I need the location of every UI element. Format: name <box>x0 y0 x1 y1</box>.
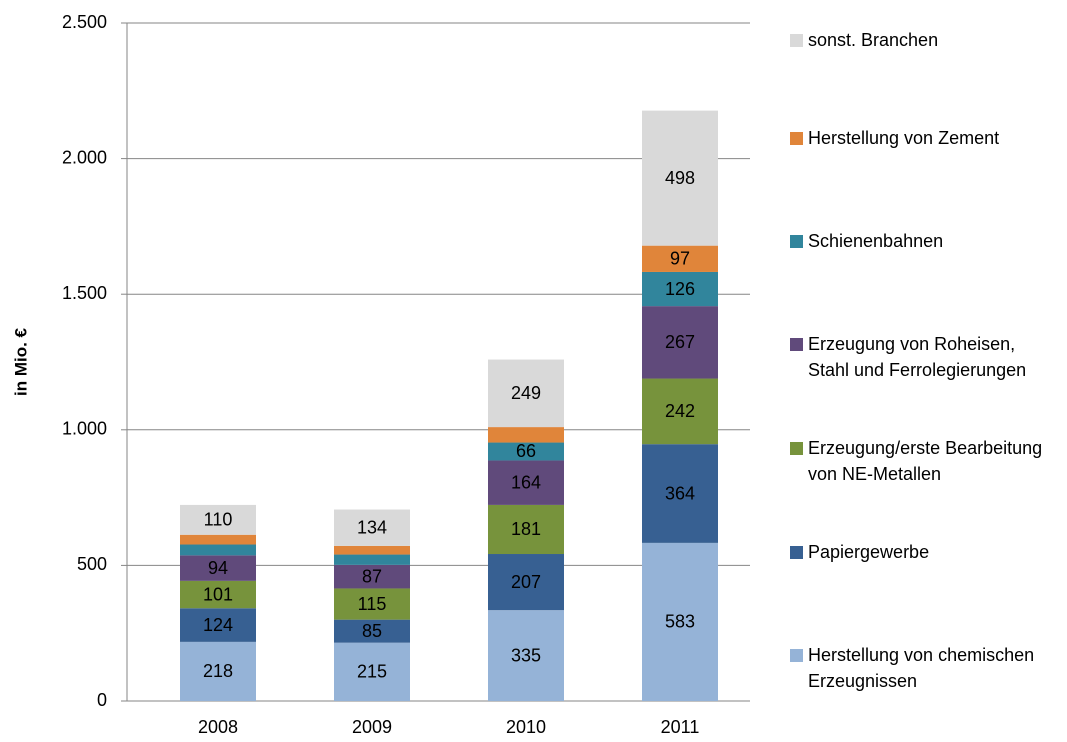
data-label: 335 <box>511 645 541 665</box>
data-label: 94 <box>208 558 228 578</box>
legend-entry: Erzeugung/erste Bearbeitung von NE-Metal… <box>790 435 1060 487</box>
legend-label: sonst. Branchen <box>808 30 939 50</box>
data-label: 583 <box>665 612 695 632</box>
data-label: 97 <box>670 249 690 269</box>
legend-label: Erzeugung von Roheisen, Stahl und Ferrol… <box>808 334 1027 380</box>
bar-segment <box>180 641 256 701</box>
legend-entry: Papiergewerbe <box>790 539 1060 565</box>
data-label: 218 <box>203 661 233 681</box>
data-label: 66 <box>516 441 536 461</box>
data-label: 207 <box>511 572 541 592</box>
data-label: 242 <box>665 401 695 421</box>
legend-swatch <box>790 338 803 351</box>
bar-segment <box>488 442 564 461</box>
y-axis-label: in Mio. € <box>11 327 30 396</box>
bar-segment <box>488 427 564 443</box>
legend-label: Papiergewerbe <box>808 542 930 562</box>
bar-segment <box>642 542 718 701</box>
legend-entry: Herstellung von Zement <box>790 125 1060 151</box>
bar-segment <box>488 359 564 428</box>
legend-label: Herstellung von Zement <box>808 128 1000 148</box>
bar-segment <box>488 554 564 611</box>
bar-segment <box>180 504 256 535</box>
bar-segment <box>488 460 564 505</box>
data-label: 110 <box>204 510 233 530</box>
bar-segment <box>334 545 410 555</box>
bar-segment <box>642 378 718 445</box>
data-label: 101 <box>203 584 233 604</box>
x-tick-label: 2010 <box>506 717 546 737</box>
bar-segment <box>180 580 256 609</box>
legend-label: Erzeugung/erste Bearbeitung von NE-Metal… <box>808 438 1043 484</box>
x-tick-label: 2011 <box>661 717 700 737</box>
legend-swatch <box>790 442 803 455</box>
legend-swatch <box>790 34 803 47</box>
data-label: 124 <box>203 615 233 635</box>
data-label: 215 <box>357 662 387 682</box>
legend-label: Schienenbahnen <box>808 231 944 251</box>
bar-segment <box>334 588 410 620</box>
data-label: 181 <box>511 519 541 539</box>
data-label: 85 <box>362 621 382 641</box>
legend-label: Herstellung von chemischen Erzeugnissen <box>808 645 1035 691</box>
x-tick-label: 2009 <box>352 717 392 737</box>
bar-segment <box>642 245 718 272</box>
bar-segment <box>488 504 564 555</box>
bar-segment <box>642 306 718 379</box>
data-label: 164 <box>511 472 541 492</box>
bar-segment <box>642 444 718 543</box>
y-tick-label: 2.500 <box>62 12 107 32</box>
bar-segment <box>488 610 564 701</box>
x-tick-label: 2008 <box>198 717 238 737</box>
legend-entry: Erzeugung von Roheisen, Stahl und Ferrol… <box>790 331 1060 383</box>
bar-segment <box>334 642 410 701</box>
bar-segment <box>334 509 410 546</box>
bar-segment <box>180 555 256 581</box>
y-tick-label: 0 <box>97 690 107 710</box>
bar-segment <box>642 271 718 307</box>
y-tick-label: 2.000 <box>62 147 107 167</box>
y-tick-label: 1.000 <box>62 419 107 439</box>
legend-entry: Herstellung von chemischen Erzeugnissen <box>790 642 1060 694</box>
legend-swatch <box>790 132 803 145</box>
bar-segment <box>642 110 718 246</box>
data-label: 134 <box>357 517 387 537</box>
bar-segment <box>334 554 410 565</box>
data-label: 498 <box>665 168 695 188</box>
bar-segment <box>334 619 410 643</box>
legend-entry: sonst. Branchen <box>790 27 1060 53</box>
data-label: 267 <box>665 332 695 352</box>
data-label: 249 <box>511 383 541 403</box>
legend-entry: Schienenbahnen <box>790 228 1060 254</box>
y-tick-label: 500 <box>77 554 107 574</box>
data-label: 126 <box>665 279 695 299</box>
legend-swatch <box>790 649 803 662</box>
bar-segment <box>180 534 256 545</box>
bar-segment <box>180 544 256 556</box>
data-label: 364 <box>665 483 695 503</box>
data-label: 87 <box>362 566 382 586</box>
bar-segment <box>180 608 256 642</box>
y-tick-label: 1.500 <box>62 283 107 303</box>
data-label: 115 <box>358 594 387 614</box>
legend-swatch <box>790 235 803 248</box>
legend-swatch <box>790 546 803 559</box>
bar-segment <box>334 564 410 589</box>
